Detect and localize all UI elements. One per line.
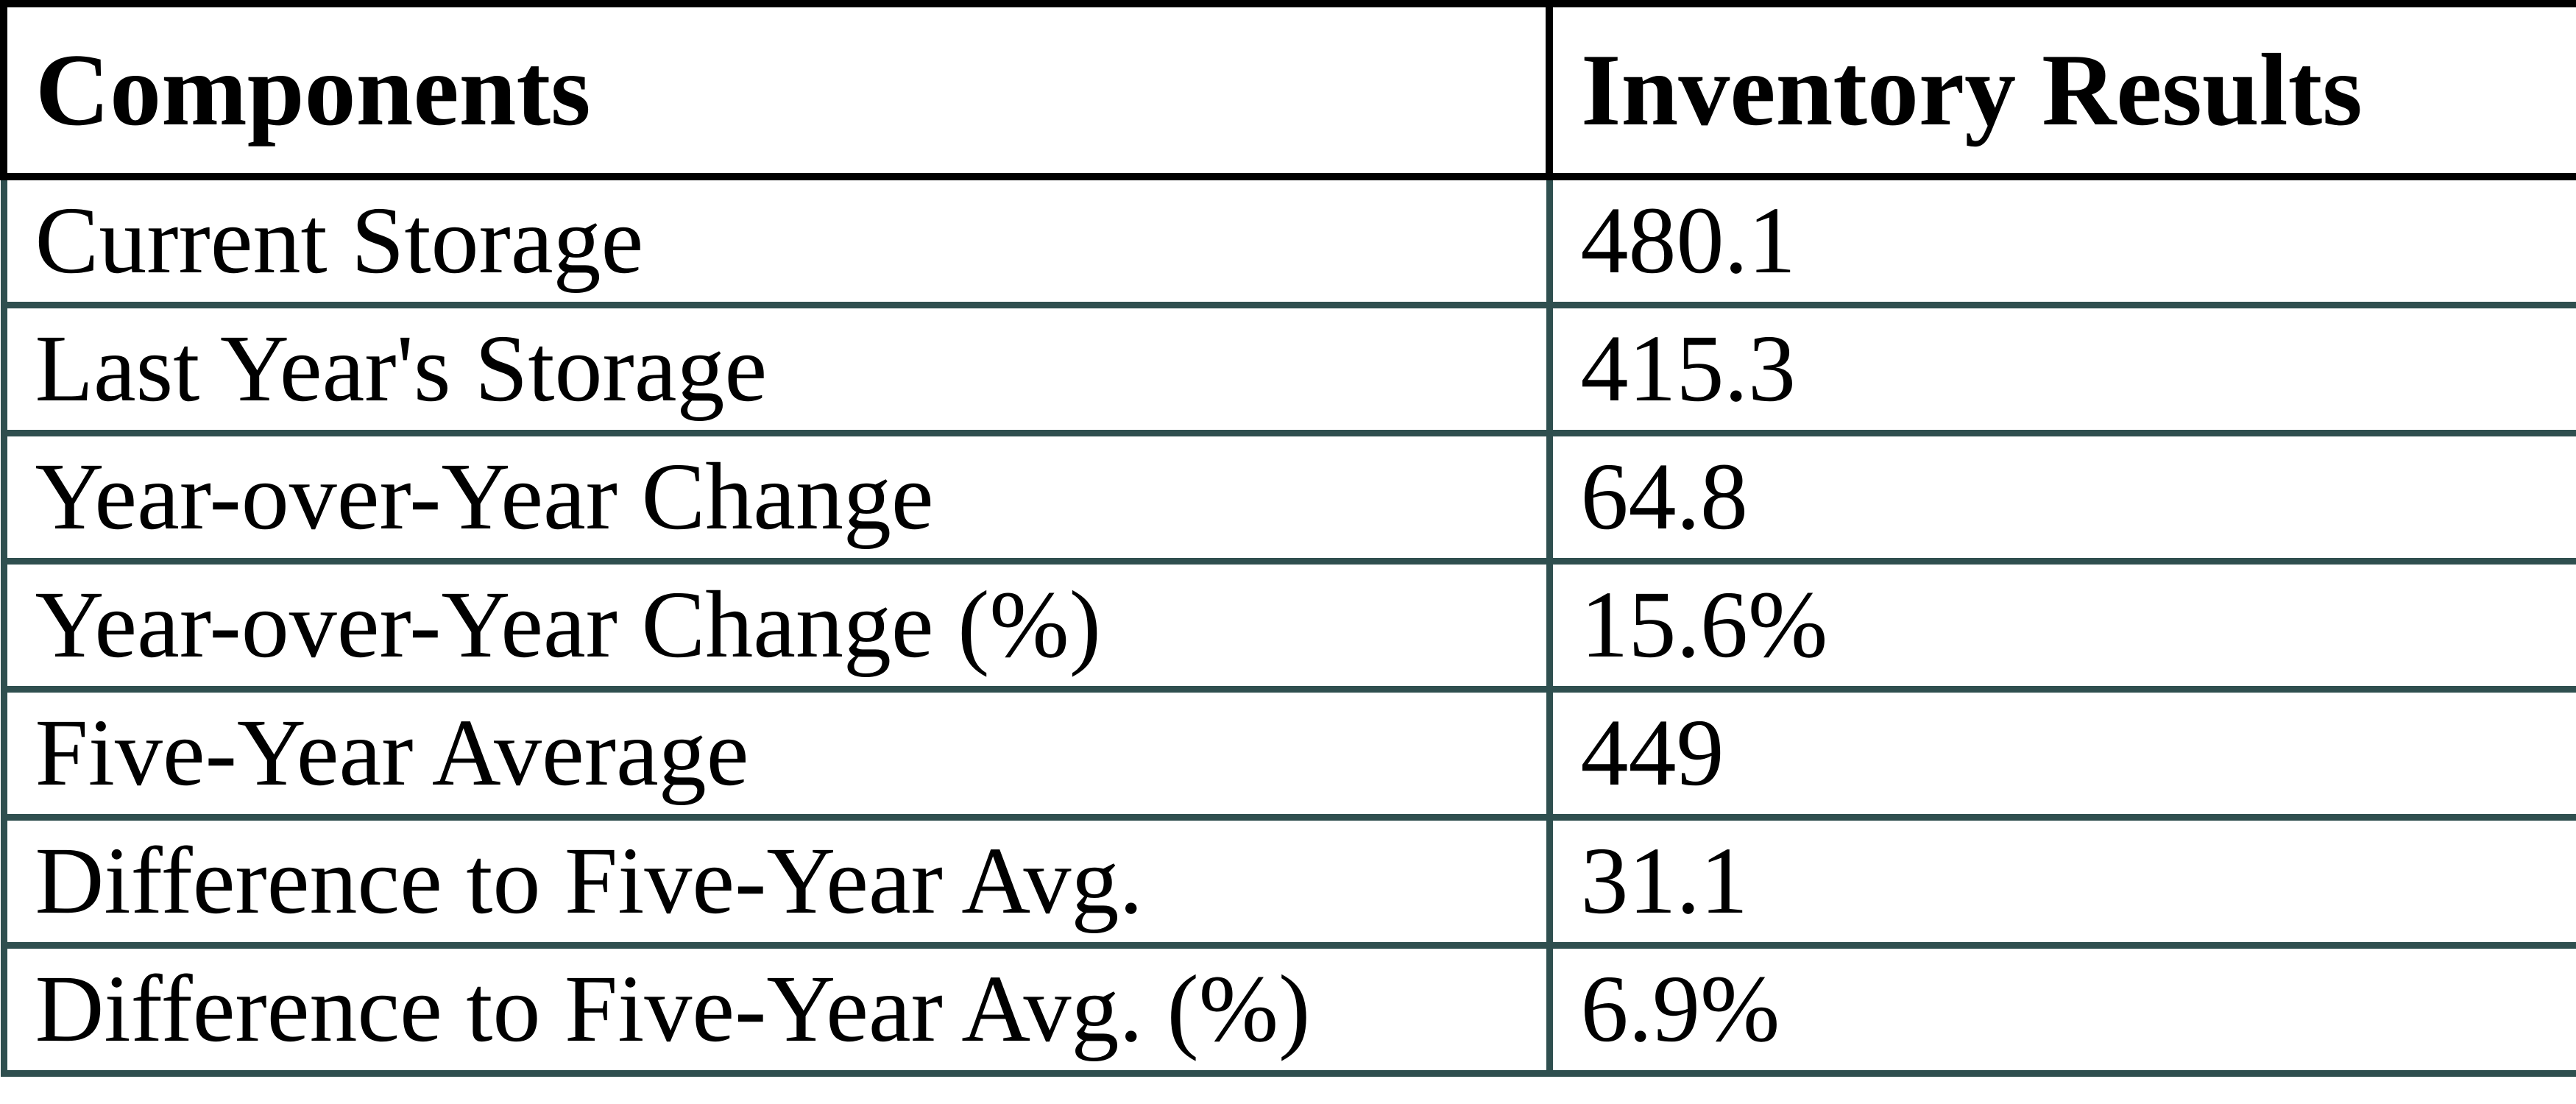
component-label-cell: Difference to Five-Year Avg. (%) <box>0 941 1553 1077</box>
table-row: Year-over-Year Change (%) 15.6% <box>0 557 2576 693</box>
column-header-components: Components <box>0 0 1553 180</box>
result-value-cell: 6.9% <box>1546 941 2576 1077</box>
table-row: Five-Year Average 449 <box>0 685 2576 821</box>
result-value-cell: 64.8 <box>1546 429 2576 565</box>
inventory-results-table: Components Inventory Results Current Sto… <box>0 0 2576 1077</box>
result-value-cell: 31.1 <box>1546 813 2576 949</box>
result-value-cell: 415.3 <box>1546 301 2576 436</box>
result-value-cell: 15.6% <box>1546 557 2576 693</box>
component-label-cell: Year-over-Year Change (%) <box>0 557 1553 693</box>
component-label-cell: Year-over-Year Change <box>0 429 1553 565</box>
table-row: Last Year's Storage 415.3 <box>0 301 2576 436</box>
result-value-cell: 449 <box>1546 685 2576 821</box>
component-label-cell: Five-Year Average <box>0 685 1553 821</box>
header-row: Components Inventory Results <box>0 0 2576 180</box>
table-row: Difference to Five-Year Avg. (%) 6.9% <box>0 941 2576 1077</box>
column-header-inventory-results: Inventory Results <box>1546 0 2576 180</box>
table-row: Year-over-Year Change 64.8 <box>0 429 2576 565</box>
table-row: Current Storage 480.1 <box>0 173 2576 308</box>
table-row: Difference to Five-Year Avg. 31.1 <box>0 813 2576 949</box>
component-label-cell: Difference to Five-Year Avg. <box>0 813 1553 949</box>
component-label-cell: Current Storage <box>0 173 1553 308</box>
component-label-cell: Last Year's Storage <box>0 301 1553 436</box>
result-value-cell: 480.1 <box>1546 173 2576 308</box>
